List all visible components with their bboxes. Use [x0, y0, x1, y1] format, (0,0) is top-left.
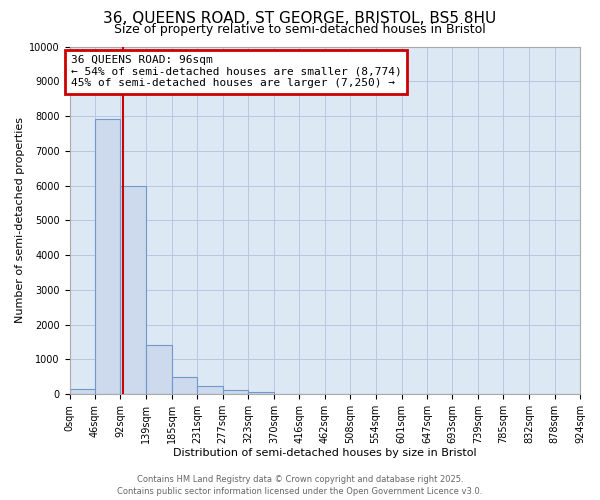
Text: Contains HM Land Registry data © Crown copyright and database right 2025.
Contai: Contains HM Land Registry data © Crown c…: [118, 475, 482, 496]
Y-axis label: Number of semi-detached properties: Number of semi-detached properties: [15, 118, 25, 324]
Text: 36, QUEENS ROAD, ST GEORGE, BRISTOL, BS5 8HU: 36, QUEENS ROAD, ST GEORGE, BRISTOL, BS5…: [103, 11, 497, 26]
Bar: [121, 186, 146, 394]
Bar: [197, 386, 223, 394]
Bar: [95, 120, 121, 394]
Bar: [146, 346, 172, 394]
X-axis label: Distribution of semi-detached houses by size in Bristol: Distribution of semi-detached houses by …: [173, 448, 476, 458]
Bar: [223, 390, 248, 394]
Bar: [70, 389, 95, 394]
Text: 36 QUEENS ROAD: 96sqm
← 54% of semi-detached houses are smaller (8,774)
45% of s: 36 QUEENS ROAD: 96sqm ← 54% of semi-deta…: [71, 55, 401, 88]
Bar: [248, 392, 274, 394]
Text: Size of property relative to semi-detached houses in Bristol: Size of property relative to semi-detach…: [114, 22, 486, 36]
Bar: [172, 378, 197, 394]
